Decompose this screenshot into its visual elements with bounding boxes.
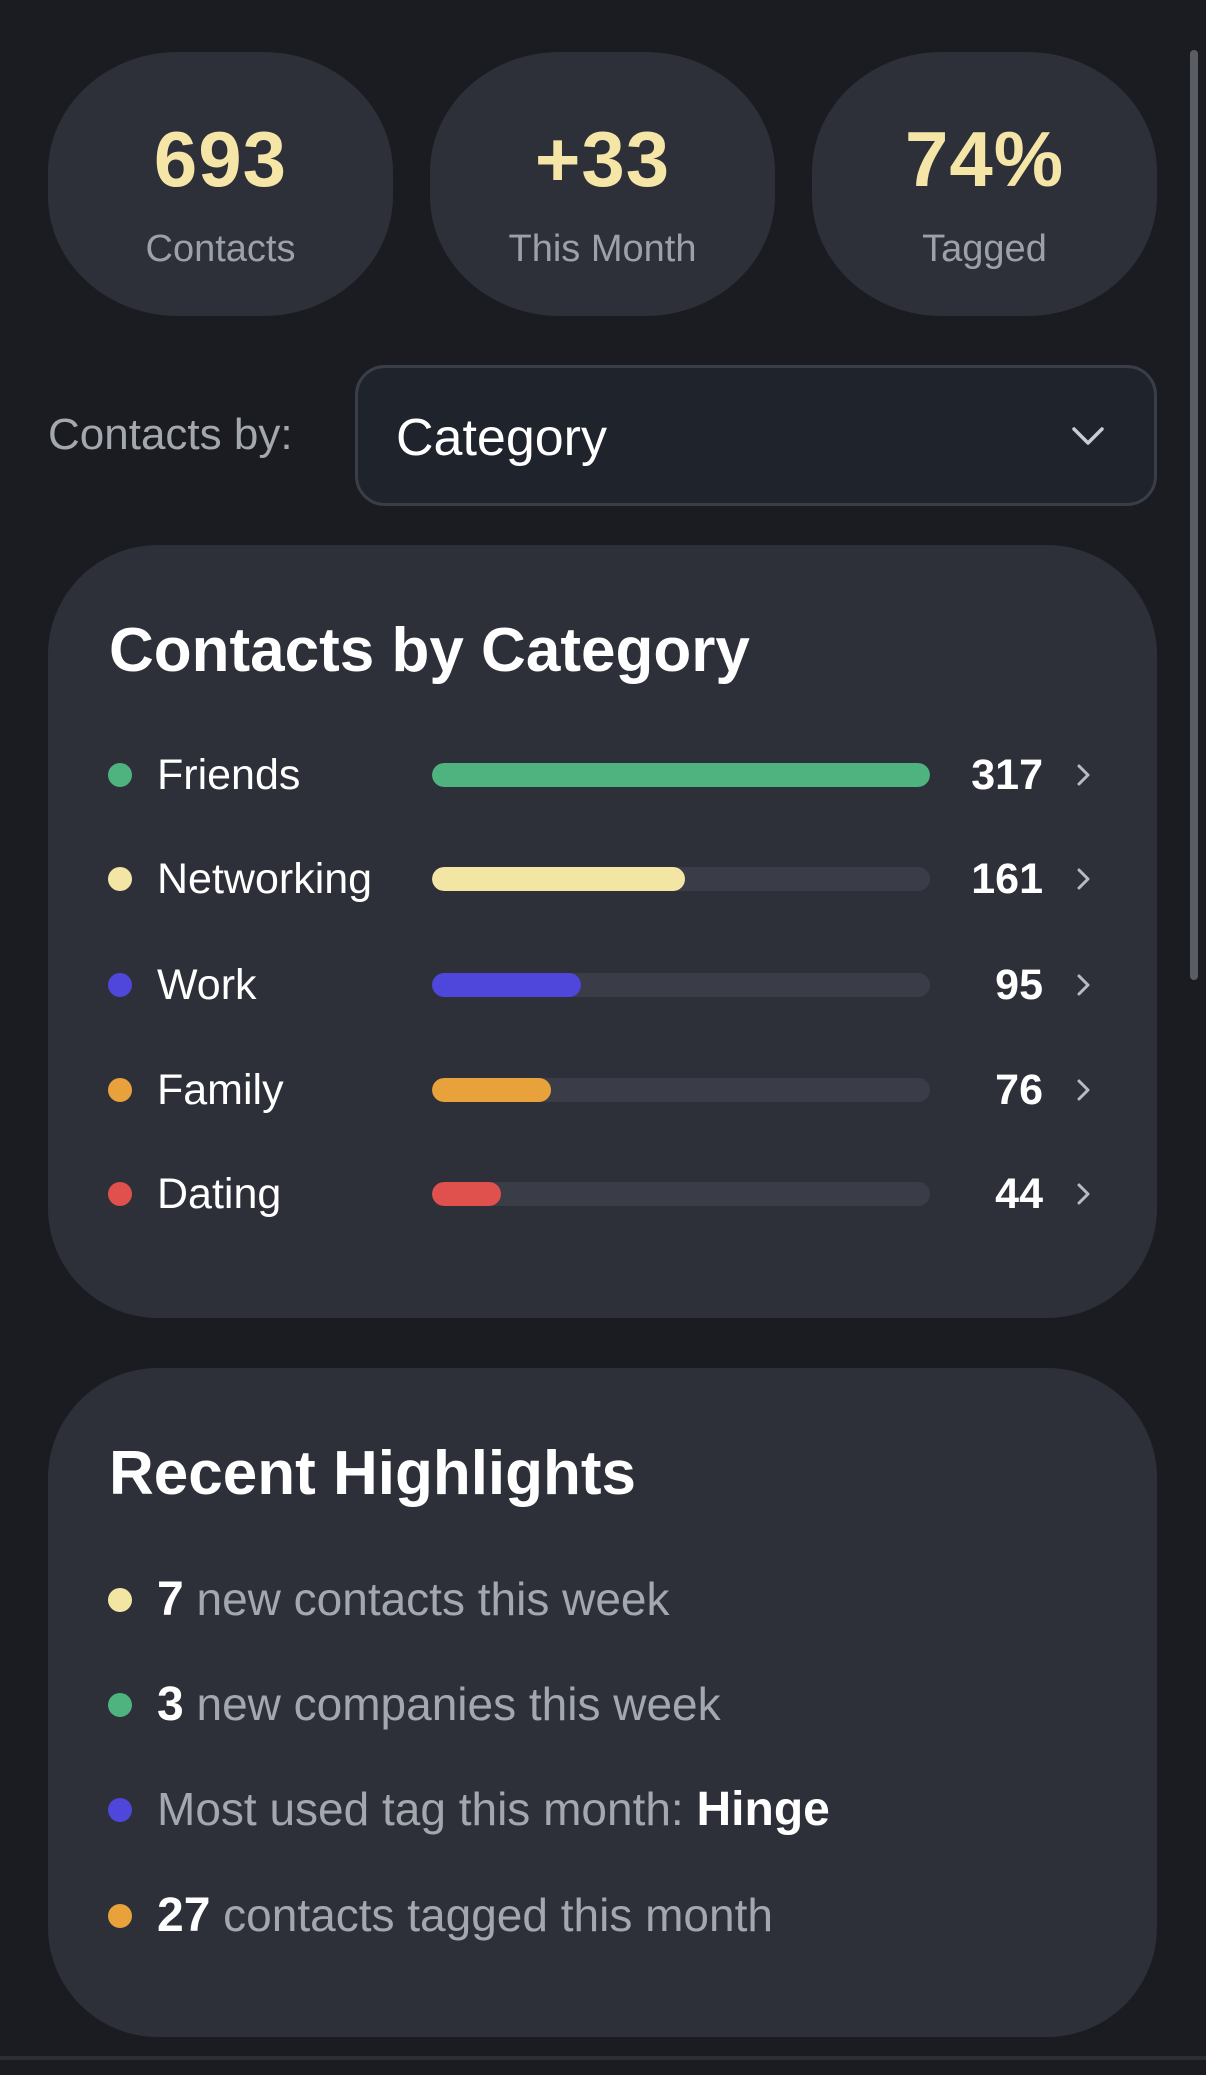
highlight-text: 7 new contacts this week [157, 1572, 670, 1627]
highlight-post: new companies this week [183, 1678, 721, 1730]
category-bar-fill [432, 1078, 552, 1102]
divider [0, 2056, 1206, 2060]
stat-value: +33 [534, 115, 671, 203]
stat-tagged: 74% Tagged [812, 52, 1157, 316]
stat-this-month: +33 This Month [430, 52, 775, 316]
category-row-dating[interactable]: Dating 44 [48, 1164, 1157, 1224]
stat-contacts: 693 Contacts [48, 52, 393, 316]
category-bar-track [432, 867, 930, 891]
highlight-post: new contacts this week [183, 1573, 670, 1625]
category-row-friends[interactable]: Friends 317 [48, 745, 1157, 805]
category-dot [108, 1078, 132, 1102]
highlight-dot [108, 1693, 132, 1717]
recent-highlights-card: Recent Highlights 7 new contacts this we… [48, 1368, 1157, 2037]
category-bar-track [432, 1078, 930, 1102]
highlight-item: 7 new contacts this week [48, 1568, 1157, 1632]
highlight-item: Most used tag this month: Hinge [48, 1778, 1157, 1842]
highlight-dot [108, 1798, 132, 1822]
category-name: Work [157, 961, 257, 1009]
highlight-text: 3 new companies this week [157, 1677, 721, 1732]
stat-label: This Month [508, 228, 697, 270]
highlight-item: 3 new companies this week [48, 1673, 1157, 1737]
scrollbar[interactable] [1190, 50, 1198, 980]
highlight-value: 7 [157, 1573, 184, 1626]
chevron-right-icon[interactable] [1070, 1076, 1098, 1104]
category-dot [108, 867, 132, 891]
chevron-down-icon [1072, 427, 1104, 445]
stat-value: 693 [153, 115, 288, 203]
category-bar-fill [432, 973, 582, 997]
category-dot [108, 973, 132, 997]
card-title: Recent Highlights [109, 1439, 637, 1508]
category-dot [108, 1182, 132, 1206]
highlight-item: 27 contacts tagged this month [48, 1884, 1157, 1948]
highlight-text: Most used tag this month: Hinge [157, 1782, 830, 1837]
category-name: Dating [157, 1170, 282, 1218]
category-bar-fill [432, 763, 930, 787]
chevron-right-icon[interactable] [1070, 761, 1098, 789]
highlight-post: contacts tagged this month [210, 1889, 773, 1941]
stat-label: Contacts [145, 228, 296, 270]
highlight-text: 27 contacts tagged this month [157, 1888, 773, 1943]
category-bar-track [432, 973, 930, 997]
contacts-by-label: Contacts by: [48, 410, 293, 459]
category-count: 317 [971, 751, 1043, 799]
stat-value: 74% [904, 115, 1065, 203]
category-row-networking[interactable]: Networking 161 [48, 849, 1157, 909]
category-row-work[interactable]: Work 95 [48, 955, 1157, 1015]
category-dropdown[interactable]: Category [355, 365, 1157, 506]
category-count: 161 [971, 855, 1043, 903]
stat-label: Tagged [922, 228, 1047, 270]
dropdown-value: Category [396, 409, 607, 467]
category-dot [108, 763, 132, 787]
chevron-right-icon[interactable] [1070, 1180, 1098, 1208]
contacts-by-category-card: Contacts by Category Friends 317 Network… [48, 545, 1157, 1318]
category-count: 44 [995, 1170, 1043, 1218]
card-title: Contacts by Category [109, 616, 750, 685]
category-bar-track [432, 763, 930, 787]
highlight-dot [108, 1904, 132, 1928]
category-bar-fill [432, 1182, 502, 1206]
category-name: Family [157, 1066, 284, 1114]
category-bar-track [432, 1182, 930, 1206]
category-bar-fill [432, 867, 685, 891]
highlight-dot [108, 1588, 132, 1612]
highlight-pre: Most used tag this month: [157, 1783, 697, 1835]
category-count: 76 [995, 1066, 1043, 1114]
highlight-value: 27 [157, 1889, 211, 1942]
highlight-value: Hinge [696, 1783, 830, 1836]
category-row-family[interactable]: Family 76 [48, 1060, 1157, 1120]
category-name: Friends [157, 751, 301, 799]
chevron-right-icon[interactable] [1070, 971, 1098, 999]
category-count: 95 [995, 961, 1043, 1009]
highlight-value: 3 [157, 1678, 184, 1731]
category-name: Networking [157, 855, 373, 903]
chevron-right-icon[interactable] [1070, 865, 1098, 893]
